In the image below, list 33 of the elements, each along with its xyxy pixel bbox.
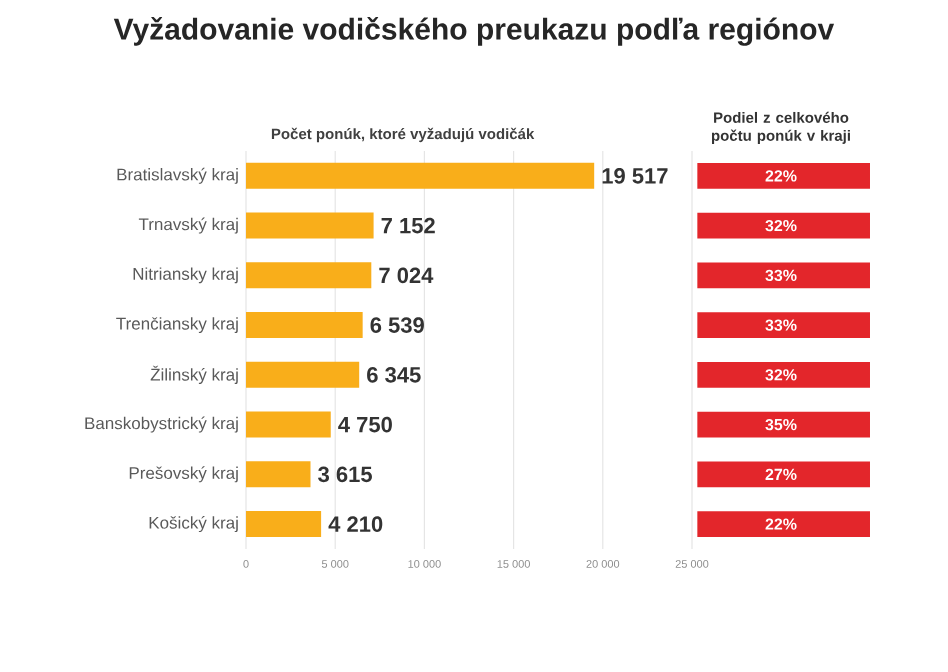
y-tick-label: Trenčiansky kraj: [116, 317, 238, 334]
data-label: 22%: [765, 170, 797, 182]
y-tick-label: Trnavský kraj: [138, 217, 238, 234]
y-tick-label: Banskobystrický kraj: [85, 416, 238, 433]
data-label: 4 750: [338, 416, 392, 433]
data-label: 27%: [765, 468, 797, 480]
data-label: 35%: [765, 418, 797, 431]
bar: [246, 411, 331, 438]
y-tick-label: Žilinský kraj: [150, 365, 238, 385]
bar: [246, 162, 595, 189]
data-label: 6 345: [367, 367, 421, 383]
y-tick-label: Košický kraj: [149, 516, 238, 533]
data-label: 33%: [765, 269, 797, 282]
data-label: 32%: [765, 219, 797, 232]
data-label: 3 615: [318, 466, 372, 483]
bar: [246, 461, 311, 488]
data-label: 32%: [765, 369, 797, 381]
bar: [246, 511, 322, 538]
data-label: 7 152: [381, 217, 435, 234]
data-label: 19 517: [602, 168, 668, 184]
bar: [246, 262, 372, 289]
data-label: 33%: [765, 319, 797, 331]
data-label: 22%: [765, 518, 797, 530]
data-label: 6 539: [370, 317, 424, 333]
bar: [246, 312, 363, 339]
data-label: 7 024: [379, 267, 434, 284]
y-tick-label: Bratislavský kraj: [117, 167, 238, 184]
chart-title: Vyžadovanie vodičského preukazu podľa regiónov: [113, 17, 835, 46]
data-label: 4 210: [328, 516, 383, 532]
y-tick-label: Nitriansky kraj: [133, 267, 238, 284]
bar: [246, 212, 374, 239]
bar: [246, 361, 360, 388]
y-tick-label: Prešovský kraj: [129, 466, 238, 483]
